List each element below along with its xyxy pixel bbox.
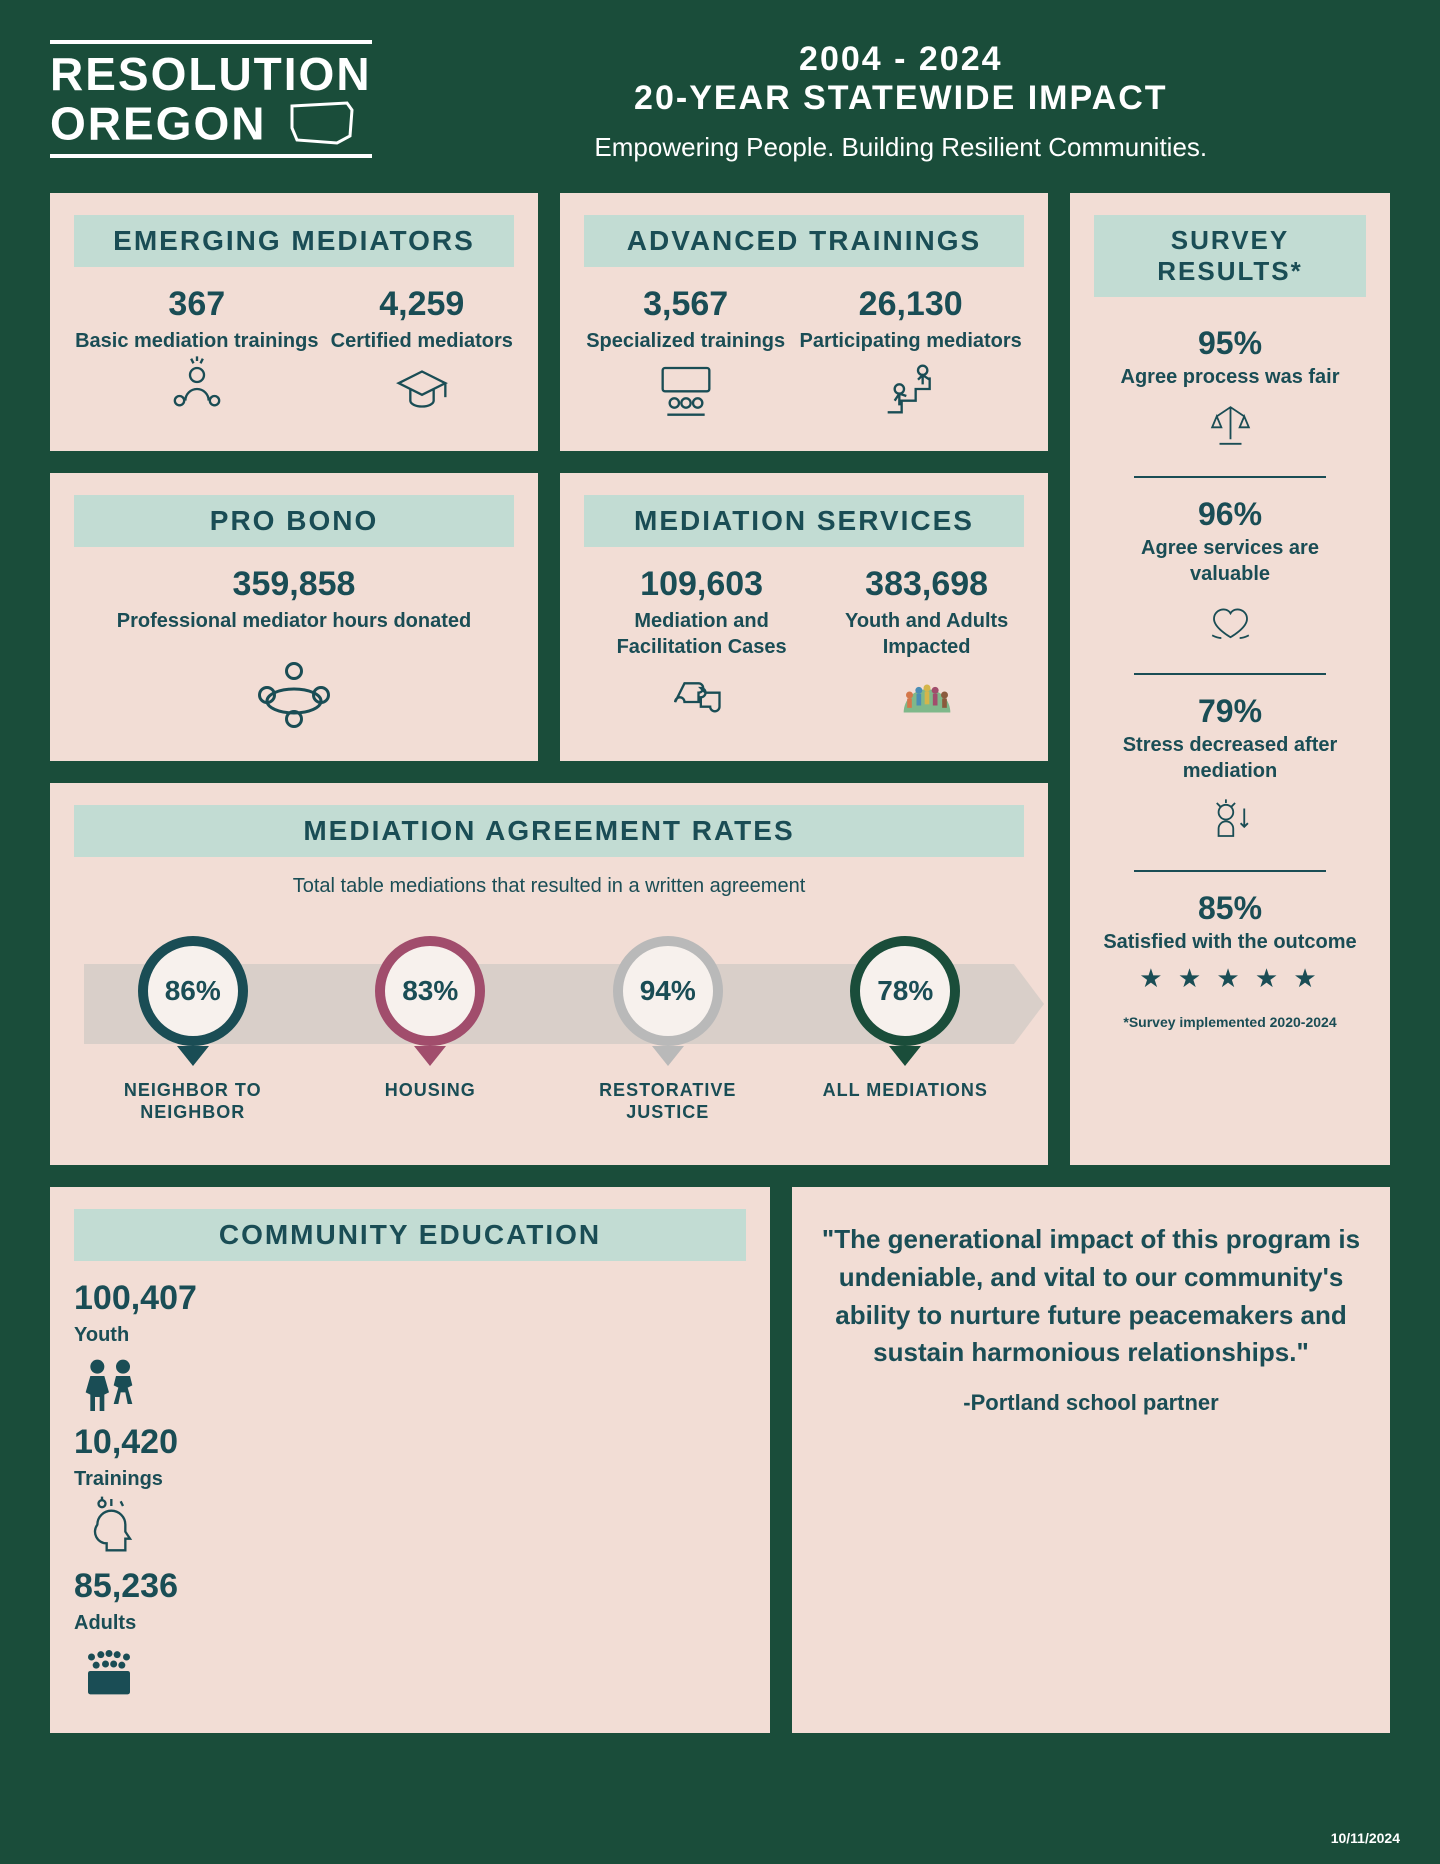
stat-number: 4,259	[331, 285, 513, 324]
rate-label: ALL MEDIATIONS	[820, 1080, 990, 1102]
card-title: EMERGING MEDIATORS	[74, 215, 514, 267]
puzzle-icon	[667, 660, 737, 730]
rate-pct: 94%	[613, 936, 723, 1046]
stress-down-icon	[1203, 792, 1258, 847]
lightbulb-people-icon	[162, 354, 232, 424]
people-globe-icon	[892, 660, 962, 730]
stat-label: Youth	[74, 1322, 746, 1348]
years-range: 2004 - 2024	[412, 40, 1390, 79]
agreement-rates-card: MEDIATION AGREEMENT RATES Total table me…	[50, 783, 1048, 1165]
header-titles: 2004 - 2024 20-YEAR STATEWIDE IMPACT Emp…	[412, 40, 1390, 163]
survey-results-card: SURVEY RESULTS* 95% Agree process was fa…	[1070, 193, 1390, 1165]
graduation-cap-icon	[387, 354, 457, 424]
rates-subhead: Total table mediations that resulted in …	[74, 875, 1024, 898]
quote-text: "The generational impact of this program…	[820, 1221, 1362, 1372]
stat-label: Mediation and Facilitation Cases	[584, 608, 819, 660]
survey-note: *Survey implemented 2020-2024	[1094, 1014, 1366, 1030]
rates-row: 86% NEIGHBOR TO NEIGHBOR 83% HOUSING 94%…	[74, 916, 1024, 1143]
community-education-card: COMMUNITY EDUCATION 100,407 Youth 10,420…	[50, 1187, 770, 1733]
survey-pct: 96%	[1100, 496, 1360, 533]
rate-pin: 83% HOUSING	[345, 936, 515, 1102]
logo-line1: RESOLUTION	[50, 48, 372, 100]
stat-number: 383,698	[829, 565, 1024, 604]
stat-label: Youth and Adults Impacted	[829, 608, 1024, 660]
quote-attribution: -Portland school partner	[820, 1390, 1362, 1416]
crowd-icon	[74, 1636, 144, 1706]
stat-number: 3,567	[586, 285, 785, 324]
card-title: COMMUNITY EDUCATION	[74, 1209, 746, 1261]
rate-pct: 83%	[375, 936, 485, 1046]
survey-text: Agree services are valuable	[1100, 535, 1360, 587]
rate-pct: 86%	[138, 936, 248, 1046]
stat-label: Adults	[74, 1610, 746, 1636]
helping-stairs-icon	[876, 354, 946, 424]
children-icon	[74, 1348, 144, 1418]
survey-pct: 95%	[1100, 325, 1360, 362]
tagline: Empowering People. Building Resilient Co…	[412, 132, 1390, 163]
logo-line2: OREGON	[50, 98, 266, 150]
stat-label: Certified mediators	[331, 328, 513, 354]
hands-heart-icon	[1203, 595, 1258, 650]
pro-bono-card: PRO BONO 359,858 Professional mediator h…	[50, 473, 538, 761]
survey-text: Agree process was fair	[1100, 364, 1360, 390]
scales-icon	[1203, 398, 1258, 453]
survey-text: Satisfied with the outcome	[1100, 929, 1360, 955]
rate-pin: 94% RESTORATIVE JUSTICE	[583, 936, 753, 1123]
stat-number: 26,130	[800, 285, 1022, 324]
rate-label: HOUSING	[345, 1080, 515, 1102]
stat-number: 367	[75, 285, 318, 324]
card-title: ADVANCED TRAININGS	[584, 215, 1024, 267]
stat-label: Professional mediator hours donated	[74, 608, 514, 634]
stat-label: Specialized trainings	[586, 328, 785, 354]
rate-label: RESTORATIVE JUSTICE	[583, 1080, 753, 1123]
oregon-state-icon	[287, 98, 357, 148]
stat-label: Trainings	[74, 1466, 746, 1492]
stat-number: 85,236	[74, 1567, 746, 1606]
rate-label: NEIGHBOR TO NEIGHBOR	[108, 1080, 278, 1123]
rate-pct: 78%	[850, 936, 960, 1046]
rate-pin: 86% NEIGHBOR TO NEIGHBOR	[108, 936, 278, 1123]
stat-number: 10,420	[74, 1423, 746, 1462]
card-title: PRO BONO	[74, 495, 514, 547]
stat-label: Basic mediation trainings	[75, 328, 318, 354]
logo: RESOLUTION OREGON	[50, 40, 372, 158]
rate-pin: 78% ALL MEDIATIONS	[820, 936, 990, 1102]
quote-card: "The generational impact of this program…	[792, 1187, 1390, 1733]
card-title: SURVEY RESULTS*	[1094, 215, 1366, 297]
stat-number: 100,407	[74, 1279, 746, 1318]
stars-icon: ★ ★ ★ ★ ★	[1100, 963, 1360, 994]
survey-pct: 85%	[1100, 890, 1360, 927]
stat-label: Participating mediators	[800, 328, 1022, 354]
survey-text: Stress decreased after mediation	[1100, 732, 1360, 784]
brain-ideas-icon	[74, 1492, 144, 1562]
card-title: MEDIATION SERVICES	[584, 495, 1024, 547]
meeting-table-icon	[249, 644, 339, 734]
stat-number: 109,603	[584, 565, 819, 604]
survey-pct: 79%	[1100, 693, 1360, 730]
mediation-services-card: MEDIATION SERVICES 109,603 Mediation and…	[560, 473, 1048, 761]
stat-number: 359,858	[74, 565, 514, 604]
impact-title: 20-YEAR STATEWIDE IMPACT	[412, 79, 1390, 118]
footer-date: 10/11/2024	[1331, 1830, 1400, 1846]
header: RESOLUTION OREGON 2004 - 2024 20-YEAR ST…	[50, 40, 1390, 163]
advanced-trainings-card: ADVANCED TRAININGS 3,567 Specialized tra…	[560, 193, 1048, 451]
card-title: MEDIATION AGREEMENT RATES	[74, 805, 1024, 857]
classroom-icon	[651, 354, 721, 424]
emerging-mediators-card: EMERGING MEDIATORS 367 Basic mediation t…	[50, 193, 538, 451]
